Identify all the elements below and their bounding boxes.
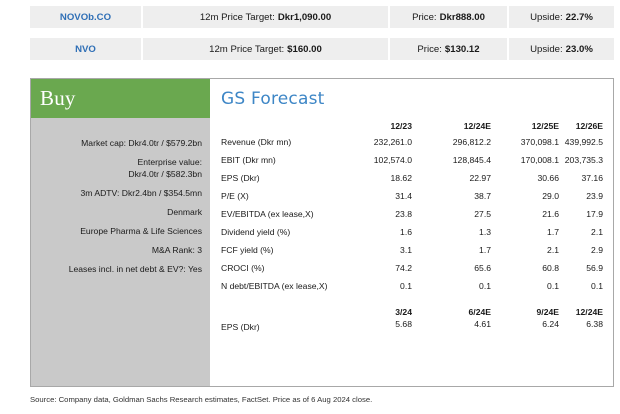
row-label: CROCI (%) — [221, 263, 265, 273]
cell-value: 65.6 — [474, 263, 491, 273]
cell-value: 1.6 — [400, 227, 412, 237]
cell-value: 0.1 — [591, 281, 603, 291]
cell-value: 102,574.0 — [373, 155, 412, 165]
source-note: Source: Company data, Goldman Sachs Rese… — [30, 395, 373, 404]
ticker-symbol[interactable]: NVO — [30, 38, 143, 60]
ticker-symbol[interactable]: NOVOb.CO — [30, 6, 143, 28]
column-header: 12/23 — [390, 121, 412, 131]
quarter-header: 12/24E — [575, 307, 603, 317]
price-target-value: Dkr1,090.00 — [277, 11, 332, 23]
quarter-row-label: EPS (Dkr) — [221, 322, 260, 332]
cell-value: 74.2 — [395, 263, 412, 273]
cell-value: 56.9 — [586, 263, 603, 273]
cell-value: 37.16 — [581, 173, 603, 183]
cell-value: 31.4 — [395, 191, 412, 201]
cell-value: 0.1 — [547, 281, 559, 291]
upside-label: Upside: — [530, 43, 563, 55]
price-target-value: $160.00 — [287, 43, 322, 55]
cell-value: 2.1 — [547, 245, 559, 255]
upside-label: Upside: — [530, 11, 563, 23]
upside-value: 23.0% — [565, 43, 593, 55]
cell-value: 17.9 — [586, 209, 603, 219]
cell-value: 3.1 — [400, 245, 412, 255]
cell-value: 38.7 — [474, 191, 491, 201]
cell-value: 29.0 — [542, 191, 559, 201]
cell-value: 23.8 — [395, 209, 412, 219]
quarter-header: 9/24E — [536, 307, 559, 317]
cell-value: 22.97 — [469, 173, 491, 183]
upside: Upside: 22.7% — [509, 6, 614, 28]
quarter-value: 6.24 — [542, 319, 559, 329]
cell-value: 21.6 — [542, 209, 559, 219]
market-cap: Market cap: Dkr4.0tr / $579.2bn — [81, 138, 202, 148]
summary-panel: Buy Market cap: Dkr4.0tr / $579.2bn Ente… — [30, 78, 614, 387]
cell-value: 296,812.2 — [452, 137, 491, 147]
quarter-value: 6.38 — [586, 319, 603, 329]
enterprise-value-label: Enterprise value: — [137, 157, 203, 167]
cell-value: 0.1 — [479, 281, 491, 291]
upside: Upside: 23.0% — [509, 38, 614, 60]
cell-value: 232,261.0 — [373, 137, 412, 147]
cell-value: 60.8 — [542, 263, 559, 273]
cell-value: 30.66 — [537, 173, 559, 183]
upside-value: 22.7% — [565, 11, 593, 23]
row-label: EPS (Dkr) — [221, 173, 260, 183]
quarter-value: 4.61 — [474, 319, 491, 329]
cell-value: 1.7 — [479, 245, 491, 255]
row-label: EV/EBITDA (ex lease,X) — [221, 209, 314, 219]
ticker-bar-nvo: NVO 12m Price Target: $160.00 Price: $130.… — [30, 38, 614, 60]
cell-value: 1.7 — [547, 227, 559, 237]
company-info-sidebar: Buy Market cap: Dkr4.0tr / $579.2bn Ente… — [31, 79, 210, 386]
column-header: 12/25E — [531, 121, 559, 131]
price-value: Dkr888.00 — [439, 11, 485, 23]
leases-note: Leases incl. in net debt & EV?: Yes — [68, 264, 202, 274]
ticker-bar-novob: NOVOb.CO 12m Price Target: Dkr1,090.00 Pr… — [30, 6, 614, 28]
cell-value: 439,992.5 — [564, 137, 603, 147]
price: Price: Dkr888.00 — [390, 6, 509, 28]
price: Price: $130.12 — [390, 38, 509, 60]
cell-value: 170,008.1 — [520, 155, 559, 165]
ma-rank: M&A Rank: 3 — [151, 245, 202, 255]
row-label: Revenue (Dkr mn) — [221, 137, 292, 147]
cell-value: 0.1 — [400, 281, 412, 291]
quarter-value: 5.68 — [395, 319, 412, 329]
cell-value: 370,098.1 — [520, 137, 559, 147]
cell-value: 27.5 — [474, 209, 491, 219]
quarter-header: 6/24E — [468, 307, 491, 317]
rating-banner: Buy — [31, 79, 210, 118]
price-target: 12m Price Target: $160.00 — [143, 38, 390, 60]
cell-value: 203,735.3 — [564, 155, 603, 165]
price-label: Price: — [412, 11, 437, 23]
enterprise-value: Dkr4.0tr / $582.3bn — [128, 169, 202, 179]
rating-label: Buy — [40, 86, 76, 110]
cell-value: 18.62 — [390, 173, 412, 183]
row-label: N debt/EBITDA (ex lease,X) — [221, 281, 328, 291]
cell-value: 2.9 — [591, 245, 603, 255]
adtv: 3m ADTV: Dkr2.4bn / $354.5mn — [80, 188, 202, 198]
country: Denmark — [167, 207, 202, 217]
row-label: P/E (X) — [221, 191, 249, 201]
price-label: Price: — [417, 43, 442, 55]
row-label: EBIT (Dkr mn) — [221, 155, 276, 165]
column-header: 12/24E — [463, 121, 491, 131]
quarter-header: 3/24 — [395, 307, 412, 317]
cell-value: 23.9 — [586, 191, 603, 201]
cell-value: 128,845.4 — [452, 155, 491, 165]
row-label: Dividend yield (%) — [221, 227, 291, 237]
row-label: FCF yield (%) — [221, 245, 274, 255]
price-target-label: 12m Price Target: — [209, 43, 285, 55]
price-target: 12m Price Target: Dkr1,090.00 — [143, 6, 390, 28]
forecast-title: GS Forecast — [221, 89, 325, 109]
price-value: $130.12 — [444, 43, 480, 55]
price-target-label: 12m Price Target: — [199, 11, 275, 23]
sector: Europe Pharma & Life Sciences — [80, 226, 202, 236]
column-header: 12/26E — [575, 121, 603, 131]
cell-value: 1.3 — [479, 227, 491, 237]
cell-value: 2.1 — [591, 227, 603, 237]
